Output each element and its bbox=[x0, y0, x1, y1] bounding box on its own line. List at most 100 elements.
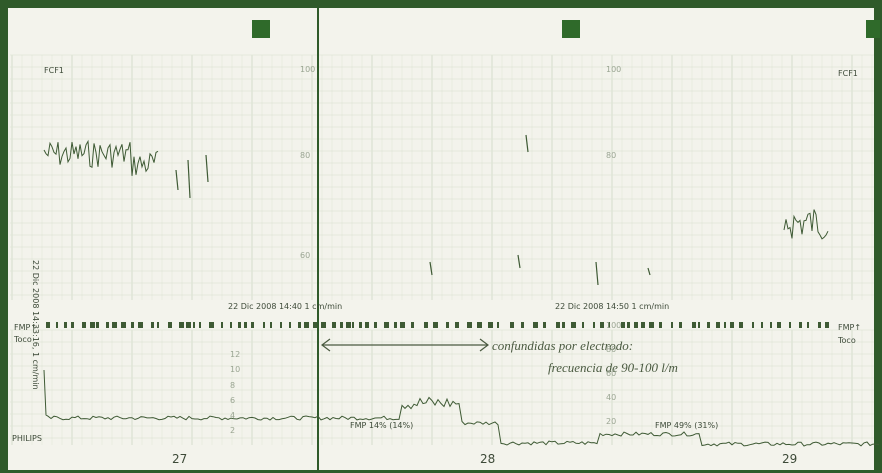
fmp-bar bbox=[131, 322, 134, 328]
fmp-bar bbox=[641, 322, 645, 328]
fmp-bar bbox=[789, 322, 791, 328]
scale-label: 2 bbox=[230, 426, 235, 435]
scale-label: 40 bbox=[606, 393, 616, 402]
page-number: 29 bbox=[782, 452, 797, 466]
fmp-bar bbox=[698, 322, 700, 328]
fmp-bar bbox=[352, 322, 354, 328]
fmp-bar bbox=[298, 322, 301, 328]
fmp-bar bbox=[621, 322, 625, 328]
fcf-label: FCF1 bbox=[44, 66, 64, 75]
fmp-bar bbox=[230, 322, 232, 328]
fmp-bar bbox=[251, 322, 254, 328]
fmp-bar bbox=[121, 322, 126, 328]
fmp-bar bbox=[730, 322, 734, 328]
fmp-bar bbox=[562, 322, 565, 328]
fmp-bar bbox=[649, 322, 654, 328]
fmp-bar bbox=[346, 322, 351, 328]
fmp-bar bbox=[359, 322, 362, 328]
fmp-bar bbox=[433, 322, 438, 328]
fmp-bar bbox=[244, 322, 247, 328]
scale-label: 100 bbox=[606, 65, 621, 74]
paper bbox=[8, 8, 874, 470]
fmp-bar bbox=[96, 322, 99, 328]
fmp-bar bbox=[209, 322, 214, 328]
timestamp: 22 Dic 2008 14:50 1 cm/min bbox=[555, 302, 669, 311]
fmp-bar bbox=[374, 322, 377, 328]
brand: PHILIPS bbox=[12, 434, 42, 443]
fmp-bar bbox=[467, 322, 472, 328]
fmp-bar bbox=[384, 322, 389, 328]
scale-label: 80 bbox=[300, 151, 310, 160]
fmp-bar bbox=[424, 322, 428, 328]
toco-label: Toco bbox=[13, 335, 32, 344]
page-number: 27 bbox=[172, 452, 187, 466]
page-number: 28 bbox=[480, 452, 495, 466]
fmp-bar bbox=[446, 322, 449, 328]
side-text: 22 Dic 2008 14:33:16, 1 cm/min bbox=[31, 260, 40, 390]
fmp-bar bbox=[707, 322, 710, 328]
fmp-bar bbox=[724, 322, 726, 328]
fmp-bar bbox=[543, 322, 546, 328]
fcf-label: FCF1 bbox=[838, 69, 858, 78]
fmp-bar bbox=[777, 322, 781, 328]
fmp-bar bbox=[671, 322, 673, 328]
fmp-bar bbox=[82, 322, 86, 328]
fmp-bar bbox=[112, 322, 117, 328]
fmp-bar bbox=[799, 322, 802, 328]
fmp-bar bbox=[289, 322, 291, 328]
fmp-bar bbox=[556, 322, 560, 328]
fmp-bar bbox=[221, 322, 223, 328]
toco-label: Toco bbox=[837, 336, 856, 345]
scale-label: 60 bbox=[606, 369, 616, 378]
fmp-bar bbox=[106, 322, 109, 328]
scale-label: 80 bbox=[606, 151, 616, 160]
fmp-bar bbox=[627, 322, 630, 328]
fmp-bar bbox=[510, 322, 514, 328]
scale-label: 20 bbox=[606, 417, 616, 426]
fmp-bar bbox=[761, 322, 763, 328]
fmp-bar bbox=[138, 322, 143, 328]
fmp-bar bbox=[692, 322, 696, 328]
scale-label: 80 bbox=[606, 345, 616, 354]
fmp-bar bbox=[770, 322, 772, 328]
fmp-bar bbox=[739, 322, 743, 328]
scale-label: 10 bbox=[230, 365, 240, 374]
fmp-bar bbox=[477, 322, 482, 328]
fmp-bar bbox=[280, 322, 282, 328]
fmp-bar bbox=[455, 322, 459, 328]
fmp-bar bbox=[71, 322, 74, 328]
fmp-bar bbox=[313, 322, 317, 328]
fmp-bar bbox=[600, 322, 604, 328]
fmp-bar bbox=[199, 322, 201, 328]
fmp-bar bbox=[179, 322, 184, 328]
fmp-bar bbox=[521, 322, 524, 328]
fmp-bar bbox=[497, 322, 499, 328]
fmp-bar bbox=[411, 322, 414, 328]
ctg-strip: FCF1 FCF1 22 Dic 2008 14:40 1 cm/min 22 … bbox=[0, 0, 882, 473]
fmp-bar bbox=[157, 322, 159, 328]
fmp-bar bbox=[582, 322, 584, 328]
fmp-bar bbox=[752, 322, 754, 328]
fmp-bar bbox=[659, 322, 662, 328]
fmp-bar bbox=[186, 322, 191, 328]
fmp-bar bbox=[238, 322, 241, 328]
scale-label: 4 bbox=[230, 411, 235, 420]
fmp-bar bbox=[533, 322, 538, 328]
fmp-bar bbox=[193, 322, 195, 328]
fmp-annotation: FMP 49% (31%) bbox=[655, 421, 718, 430]
fmp-bar bbox=[321, 322, 326, 328]
fmp-bar bbox=[818, 322, 821, 328]
scale-label: 12 bbox=[230, 350, 240, 359]
fmp-bar bbox=[168, 322, 172, 328]
scale-label: 60 bbox=[300, 251, 310, 260]
marker bbox=[562, 20, 580, 38]
fmp-bar bbox=[56, 322, 58, 328]
fmp-bar bbox=[263, 322, 265, 328]
fmp-bar bbox=[46, 322, 50, 328]
fmp-bar bbox=[807, 322, 809, 328]
fmp-bar bbox=[825, 322, 829, 328]
fmp-bar bbox=[151, 322, 154, 328]
scale-label: 100 bbox=[606, 321, 621, 330]
fmp-annotation: FMP 14% (14%) bbox=[350, 421, 413, 430]
scale-label: 6 bbox=[230, 396, 235, 405]
